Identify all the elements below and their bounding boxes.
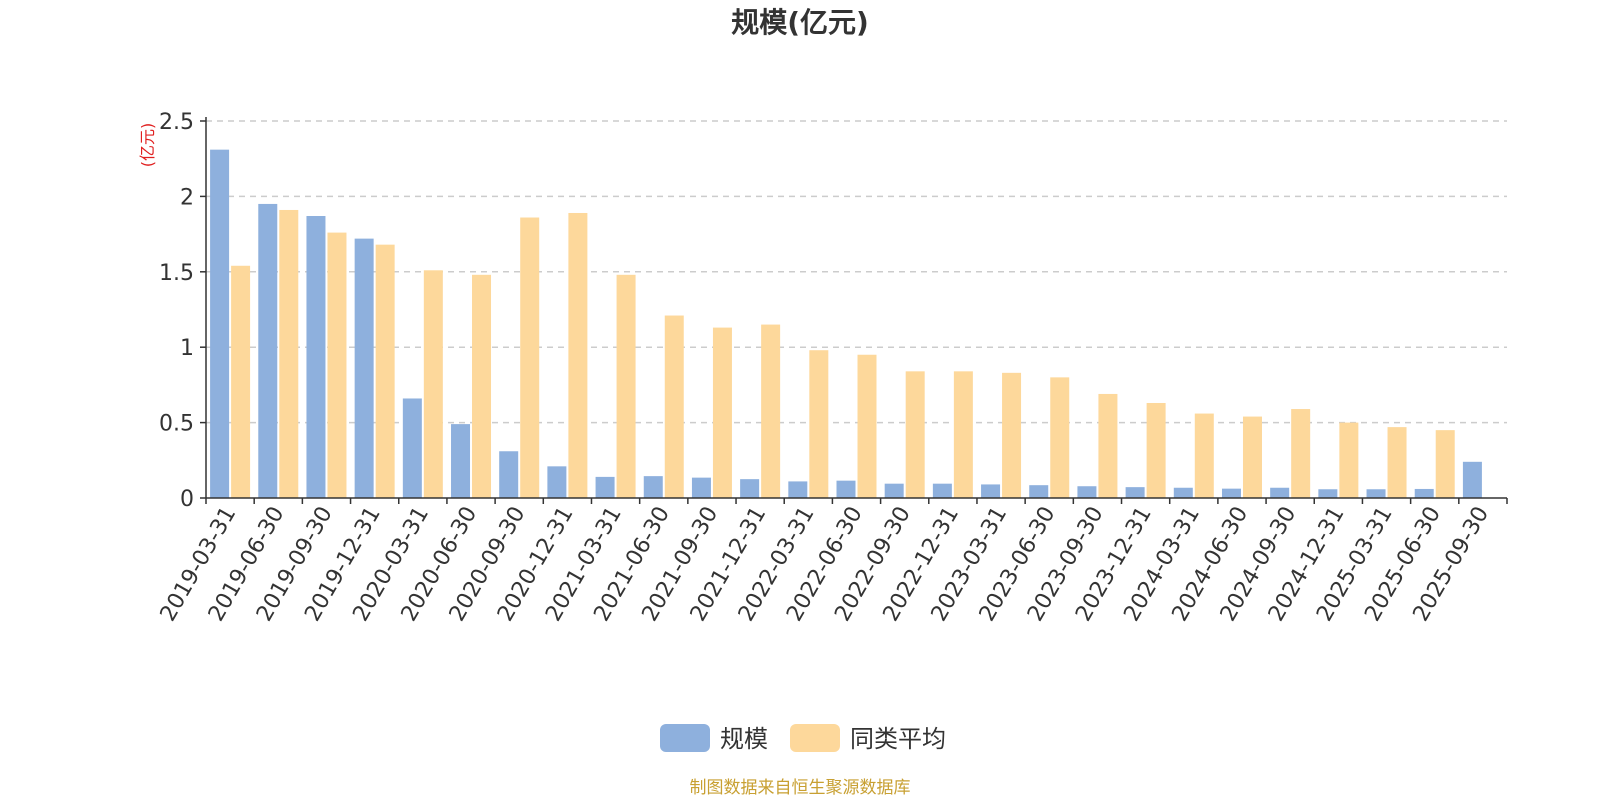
bar-peer-average [375, 244, 395, 498]
bar-scale [1173, 487, 1193, 498]
bar-scale [1125, 487, 1145, 498]
bar-peer-average [809, 350, 829, 498]
y-tick-label: 0 [180, 487, 194, 512]
bar-peer-average [1098, 393, 1118, 498]
y-axis-label: (亿元) [138, 123, 157, 168]
legend: 规模 同类平均 [660, 724, 946, 753]
legend-label: 同类平均 [850, 725, 946, 753]
bar-scale [981, 484, 1001, 498]
bar-scale [210, 149, 230, 499]
grid-lines [200, 120, 1507, 499]
bar-peer-average [231, 265, 251, 498]
bar-peer-average [857, 354, 877, 498]
bar-peer-average [1291, 409, 1311, 498]
bar-scale [1029, 485, 1049, 498]
bar-scale [1270, 487, 1290, 498]
bar-scale [451, 424, 471, 498]
bar-peer-average [1242, 416, 1262, 498]
source-note: 制图数据来自恒生聚源数据库 [690, 778, 911, 798]
bar-scale [306, 216, 326, 498]
y-tick-label: 1.5 [159, 261, 194, 286]
bar-scale [1462, 461, 1482, 498]
bar-peer-average [520, 217, 540, 498]
bar-peer-average [1146, 402, 1166, 498]
bar-peer-average [953, 371, 973, 498]
bar-scale [643, 476, 663, 498]
bar-peer-average [279, 209, 299, 499]
bar-peer-average [1387, 427, 1407, 498]
bar-peer-average [1339, 422, 1359, 498]
bar-scale [499, 451, 519, 498]
y-tick-label: 0.5 [159, 412, 194, 437]
bar-scale [1077, 486, 1097, 498]
bar-scale [740, 479, 760, 498]
bar-scale [1366, 489, 1386, 498]
legend-swatch [660, 724, 710, 752]
bar-peer-average [472, 274, 492, 498]
bar-peer-average [568, 212, 588, 498]
y-tick-label: 2 [180, 185, 194, 210]
y-tick-labels: 0 0.5 1 1.5 2 2.5 [159, 110, 194, 512]
bar-peer-average [664, 315, 684, 498]
bar-scale [1221, 488, 1241, 498]
bar-scale [547, 466, 567, 498]
bar-peer-average [327, 232, 347, 499]
legend-swatch [790, 724, 840, 752]
axes [205, 117, 1508, 504]
y-tick-label: 2.5 [159, 110, 194, 135]
x-tick-labels: 2019-03-312019-06-302019-09-302019-12-31… [156, 503, 1494, 626]
bar-peer-average [1002, 372, 1022, 498]
bar-scale [884, 483, 904, 498]
chart-title: 规模(亿元) [731, 6, 869, 39]
bar-scale [932, 483, 952, 498]
bar-scale [595, 476, 615, 498]
bar-scale [788, 481, 808, 498]
bar-peer-average [1194, 413, 1214, 498]
bar-scale [402, 398, 422, 498]
bar-scale [354, 238, 374, 498]
bar-peer-average [761, 324, 781, 498]
bar-peer-average [712, 327, 732, 498]
bar-scale [1414, 488, 1434, 498]
bar-peer-average [1050, 377, 1070, 498]
legend-label: 规模 [720, 725, 768, 753]
bar-scale [836, 480, 856, 498]
bar-scale [258, 203, 278, 498]
bar-scale [1318, 489, 1338, 498]
bar-peer-average [905, 371, 925, 498]
bar-peer-average [616, 274, 636, 498]
y-tick-label: 1 [180, 336, 194, 361]
bar-scale [691, 477, 711, 498]
bars [210, 149, 1482, 499]
bar-peer-average [1435, 430, 1455, 498]
bar-peer-average [423, 270, 443, 498]
